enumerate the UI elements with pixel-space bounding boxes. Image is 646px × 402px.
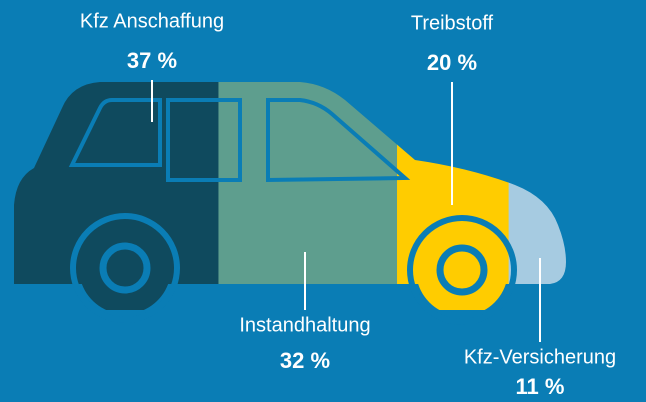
value-label: 20 % xyxy=(427,50,477,75)
category-label: Instandhaltung xyxy=(239,314,370,336)
window xyxy=(266,98,411,183)
category-label: Kfz Anschaffung xyxy=(80,10,224,32)
hub-ring xyxy=(436,244,488,296)
window xyxy=(166,98,242,182)
value-label: 11 % xyxy=(516,374,565,399)
value-label: 32 % xyxy=(280,348,330,373)
car-details xyxy=(68,98,517,325)
category-label: Kfz-Versicherung xyxy=(464,346,616,368)
wheel-arch xyxy=(407,215,517,325)
value-label: 37 % xyxy=(127,48,177,73)
segment xyxy=(218,82,398,310)
hub-ring xyxy=(99,242,151,294)
window xyxy=(68,98,162,167)
category-label: Treibstoff xyxy=(411,12,494,34)
wheel-arch xyxy=(70,213,180,323)
labels: Kfz Anschaffung 37 % Instandhaltung 32 % Tre… xyxy=(80,10,616,399)
